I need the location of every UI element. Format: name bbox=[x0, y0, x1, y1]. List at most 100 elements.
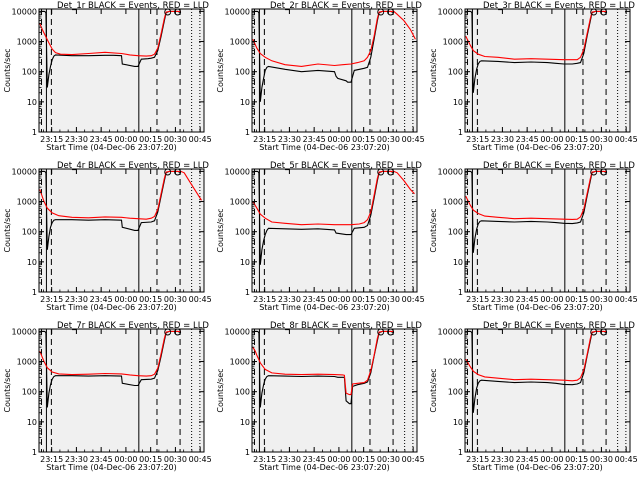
y-tick-label: 10 bbox=[240, 98, 250, 107]
y-tick-label: 10000 bbox=[438, 327, 463, 336]
y-tick-label: 100 bbox=[235, 68, 250, 77]
lld-series-line bbox=[252, 10, 416, 67]
plot-frame bbox=[251, 328, 418, 453]
y-tick-label: 100 bbox=[235, 228, 250, 237]
x-tick-label: 23:45 bbox=[516, 135, 539, 144]
y-tick-label: 10000 bbox=[12, 327, 37, 336]
x-tick-label: 00:15 bbox=[352, 455, 375, 464]
x-tick-label: 23:15 bbox=[40, 295, 63, 304]
y-tick-label: 1000 bbox=[443, 358, 463, 367]
plot-frame bbox=[38, 168, 205, 293]
detector-panel: Det_1r BLACK = Events, RED = LLD 1 10 100 10… bbox=[3, 1, 212, 152]
x-tick-label: 23:30 bbox=[278, 135, 301, 144]
x-tick-label: 00:00 bbox=[114, 295, 137, 304]
y-tick-label: 10000 bbox=[438, 7, 463, 16]
x-tick-label: 00:00 bbox=[114, 455, 137, 464]
x-tick-label: 23:45 bbox=[303, 455, 326, 464]
y-tick-label: 1000 bbox=[230, 38, 250, 47]
plot-frame bbox=[38, 328, 205, 453]
y-tick-label: 1 bbox=[245, 288, 250, 297]
y-tick-label: 100 bbox=[22, 388, 37, 397]
panel-title: Det_7r BLACK = Events, RED = LLD bbox=[57, 321, 209, 331]
y-tick-label: 10 bbox=[453, 258, 463, 267]
x-tick-label: 00:15 bbox=[565, 135, 588, 144]
x-tick-label: 00:00 bbox=[327, 455, 350, 464]
y-tick-label: 10000 bbox=[225, 7, 250, 16]
x-tick-label: 23:15 bbox=[40, 135, 63, 144]
y-axis-label: Counts/sec bbox=[429, 208, 438, 252]
x-tick-label: 23:45 bbox=[303, 135, 326, 144]
detector-panel: Det_7r BLACK = Events, RED = LLD 1 10 100 10… bbox=[3, 321, 212, 472]
y-tick-label: 10 bbox=[453, 418, 463, 427]
lld-series-line bbox=[252, 330, 394, 396]
panel-title: Det_5r BLACK = Events, RED = LLD bbox=[270, 161, 422, 171]
lld-series-line bbox=[39, 170, 202, 220]
y-tick-label: 1 bbox=[32, 128, 37, 137]
y-axis-label: Counts/sec bbox=[216, 208, 225, 252]
x-tick-label: 00:15 bbox=[139, 295, 162, 304]
detector-panel: Det_5r BLACK = Events, RED = LLD 1 10 100 10… bbox=[216, 161, 425, 312]
plot-area bbox=[252, 329, 417, 452]
y-tick-label: 10 bbox=[240, 418, 250, 427]
y-tick-label: 10 bbox=[27, 418, 37, 427]
y-tick-label: 1 bbox=[458, 288, 463, 297]
y-axis-label: Counts/sec bbox=[429, 48, 438, 92]
x-axis-label: Start Time (04-Dec-06 23:07:20) bbox=[46, 303, 177, 312]
y-axis-label: Counts/sec bbox=[429, 368, 438, 412]
x-tick-label: 00:45 bbox=[402, 295, 425, 304]
x-tick-label: 23:15 bbox=[466, 135, 489, 144]
x-axis-label: Start Time (04-Dec-06 23:07:20) bbox=[259, 143, 390, 152]
y-tick-label: 100 bbox=[235, 388, 250, 397]
x-axis-label: Start Time (04-Dec-06 23:07:20) bbox=[46, 143, 177, 152]
x-tick-label: 00:45 bbox=[615, 455, 638, 464]
x-tick-label: 23:15 bbox=[40, 455, 63, 464]
x-tick-label: 00:00 bbox=[540, 295, 563, 304]
plot-frame bbox=[38, 8, 205, 133]
y-tick-label: 1000 bbox=[443, 198, 463, 207]
x-tick-label: 00:00 bbox=[327, 135, 350, 144]
x-tick-label: 23:30 bbox=[491, 135, 514, 144]
x-tick-label: 00:30 bbox=[377, 135, 400, 144]
y-axis-label: Counts/sec bbox=[3, 208, 12, 252]
y-tick-label: 1 bbox=[245, 128, 250, 137]
panel-title: Det_4r BLACK = Events, RED = LLD bbox=[57, 161, 209, 171]
x-axis-label: Start Time (04-Dec-06 23:07:20) bbox=[472, 143, 603, 152]
y-tick-label: 10000 bbox=[12, 167, 37, 176]
x-axis-label: Start Time (04-Dec-06 23:07:20) bbox=[259, 303, 390, 312]
detector-panel: Det_8r BLACK = Events, RED = LLD 1 10 100 10… bbox=[216, 321, 425, 472]
x-tick-label: 00:15 bbox=[352, 135, 375, 144]
y-tick-label: 10000 bbox=[225, 327, 250, 336]
x-tick-label: 00:30 bbox=[164, 135, 187, 144]
y-tick-label: 100 bbox=[448, 68, 463, 77]
x-tick-label: 23:45 bbox=[90, 135, 113, 144]
x-tick-label: 23:45 bbox=[516, 295, 539, 304]
detector-panel: Det_2r BLACK = Events, RED = LLD 1 10 100 10… bbox=[216, 1, 425, 152]
y-tick-label: 100 bbox=[448, 228, 463, 237]
x-tick-label: 23:15 bbox=[253, 295, 276, 304]
x-tick-label: 23:45 bbox=[303, 295, 326, 304]
plot-frame bbox=[251, 168, 418, 293]
panel-title: Det_3r BLACK = Events, RED = LLD bbox=[483, 1, 635, 11]
x-tick-label: 00:00 bbox=[540, 135, 563, 144]
plot-area bbox=[252, 9, 417, 132]
y-tick-label: 10000 bbox=[225, 167, 250, 176]
x-tick-label: 23:45 bbox=[516, 455, 539, 464]
y-axis-label: Counts/sec bbox=[216, 48, 225, 92]
x-tick-label: 00:15 bbox=[352, 295, 375, 304]
panel-title: Det_6r BLACK = Events, RED = LLD bbox=[483, 161, 635, 171]
plot-area bbox=[39, 9, 204, 132]
x-tick-label: 00:30 bbox=[377, 455, 400, 464]
x-tick-label: 23:30 bbox=[491, 295, 514, 304]
x-tick-label: 00:45 bbox=[615, 135, 638, 144]
x-tick-label: 00:00 bbox=[540, 455, 563, 464]
x-tick-label: 00:45 bbox=[189, 135, 212, 144]
detector-panel: Det_4r BLACK = Events, RED = LLD 1 10 100 10… bbox=[3, 161, 212, 312]
lld-series-line bbox=[465, 330, 607, 382]
x-tick-label: 23:15 bbox=[466, 455, 489, 464]
x-tick-label: 00:15 bbox=[139, 455, 162, 464]
x-axis-label: Start Time (04-Dec-06 23:07:20) bbox=[472, 303, 603, 312]
plot-area bbox=[39, 329, 204, 452]
x-tick-label: 00:45 bbox=[189, 455, 212, 464]
plot-frame bbox=[464, 8, 631, 133]
x-tick-label: 00:45 bbox=[402, 455, 425, 464]
